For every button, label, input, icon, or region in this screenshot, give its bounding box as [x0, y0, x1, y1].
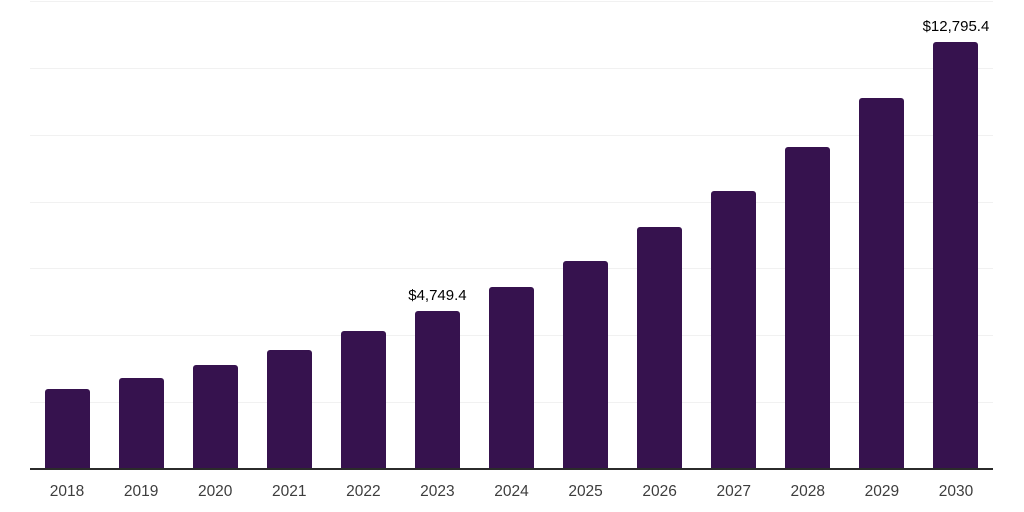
bar-2021: [266, 350, 312, 468]
x-tick-2020: 2020: [197, 483, 233, 500]
x-tick-2022: 2022: [346, 483, 381, 500]
x-tick-2025: 2025: [568, 483, 603, 500]
x-tick-2030: 2030: [938, 483, 974, 500]
x-tick-2018: 2018: [49, 483, 85, 500]
x-tick-2028: 2028: [790, 483, 826, 500]
bar-2022: [340, 330, 386, 468]
bar-2024: [489, 287, 534, 468]
bar-2025: [563, 261, 609, 468]
gridline-8000: [30, 201, 993, 203]
x-tick-2024: 2024: [494, 483, 529, 500]
bar-2026: [637, 226, 683, 468]
bar-2029: [859, 97, 905, 468]
bar-2028: [785, 147, 831, 468]
x-tick-2029: 2029: [864, 483, 900, 500]
value-label-2023: $4,749.4: [408, 287, 467, 305]
gridline-10000: [30, 134, 993, 136]
bar-2018: [44, 389, 90, 468]
bar-2023: [414, 311, 460, 468]
gridline-14000: [30, 1, 993, 2]
value-label-2030: $12,795.4: [922, 18, 990, 36]
plot-area: $4,749.4 $12,795.4: [30, 0, 993, 470]
gridline-6000: [30, 268, 993, 270]
x-tick-2019: 2019: [123, 483, 159, 500]
x-tick-2027: 2027: [716, 483, 751, 500]
bar-2027: [711, 190, 757, 468]
bar-2020: [192, 365, 238, 468]
bar-2030: [933, 42, 979, 468]
x-axis-line: [30, 468, 993, 470]
gridline-12000: [30, 67, 993, 69]
x-tick-2023: 2023: [420, 483, 455, 500]
x-tick-2026: 2026: [642, 483, 677, 500]
bar-2019: [118, 378, 164, 468]
x-tick-2021: 2021: [272, 483, 307, 500]
